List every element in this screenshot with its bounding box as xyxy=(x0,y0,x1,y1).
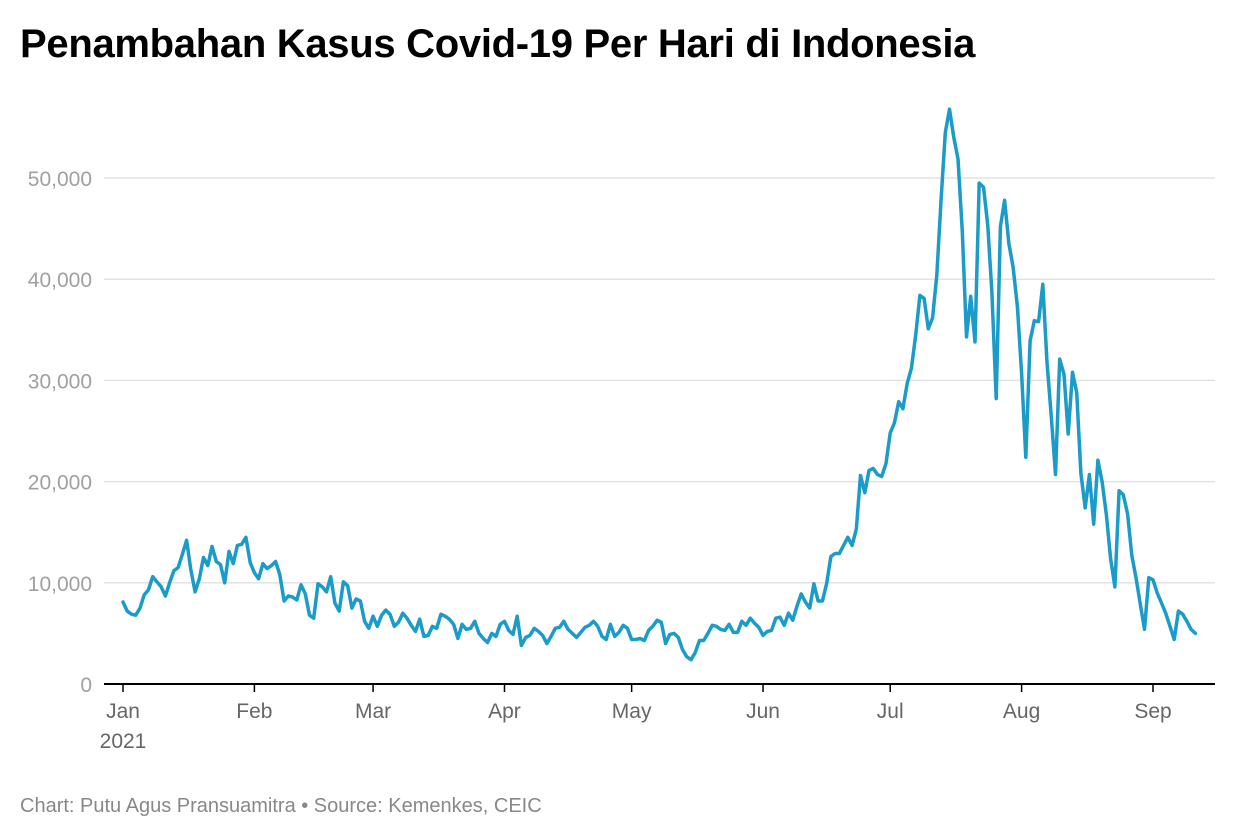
x-tick-label: Jan xyxy=(106,700,140,723)
y-tick-label: 0 xyxy=(80,674,92,697)
x-tick-label: Sep xyxy=(1134,700,1171,723)
y-tick-label: 50,000 xyxy=(28,168,92,191)
y-axis-tick-labels: 0 10,000 20,000 30,000 40,000 50,000 xyxy=(28,168,92,697)
y-tick-label: 10,000 xyxy=(28,573,92,596)
chart-credit: Chart: Putu Agus Pransuamitra • Source: … xyxy=(20,795,542,817)
x-axis-tick-labels: Jan 2021 Feb Mar Apr May Jun Jul Aug Sep xyxy=(100,684,1172,753)
x-tick-label: Jul xyxy=(877,700,904,723)
x-tick-sublabel: 2021 xyxy=(100,730,147,753)
y-tick-label: 40,000 xyxy=(28,269,92,292)
x-tick-label: Feb xyxy=(236,700,272,723)
x-tick-label: May xyxy=(612,700,652,723)
x-tick-label: Apr xyxy=(488,700,521,723)
y-tick-label: 30,000 xyxy=(28,370,92,393)
x-tick-label: Aug xyxy=(1003,700,1040,723)
x-tick-label: Jun xyxy=(746,700,780,723)
x-tick-label: Mar xyxy=(355,700,391,723)
daily-cases-series-line xyxy=(121,107,1198,662)
chart-title: Penambahan Kasus Covid-19 Per Hari di In… xyxy=(20,22,976,66)
y-tick-label: 20,000 xyxy=(28,472,92,495)
